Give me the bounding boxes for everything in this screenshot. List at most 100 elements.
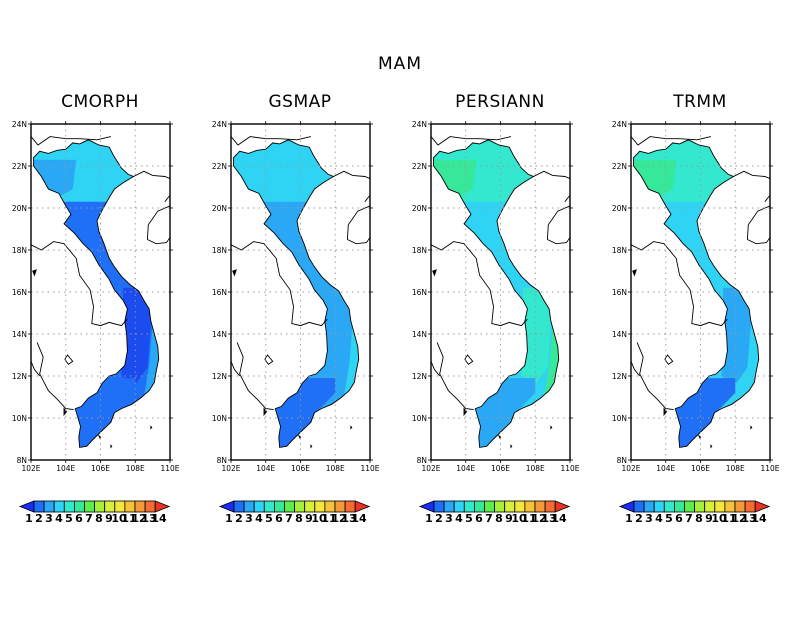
colorbar-label: 2 [35, 512, 43, 525]
colorbar-label: 6 [675, 512, 683, 525]
land-outlines [430, 136, 571, 449]
lat-tick-label: 16N [412, 288, 427, 297]
lat-tick-label: 12N [612, 372, 627, 381]
lat-tick-label: 18N [212, 246, 227, 255]
lake-outline [64, 354, 74, 366]
border-line [36, 342, 74, 411]
colorbar-label: 8 [695, 512, 703, 525]
colorbar-label: 5 [265, 512, 273, 525]
border-line [347, 237, 371, 245]
colorbar-label: 11 [121, 512, 136, 525]
lon-tick-label: 110E [160, 464, 179, 473]
lat-tick-label: 12N [12, 372, 27, 381]
border-line [30, 136, 112, 146]
colorbar-label: 11 [321, 512, 336, 525]
colorbar-label: 4 [455, 512, 463, 525]
vietnam-outline [433, 139, 560, 448]
colorbar-label: 4 [655, 512, 663, 525]
lake-outline [264, 354, 274, 366]
grid-lines [631, 124, 770, 460]
lat-tick-label: 22N [212, 162, 227, 171]
land-outlines [30, 136, 171, 449]
border-line [430, 136, 512, 146]
lat-tick-label: 14N [12, 330, 27, 339]
colorbar-swatch [284, 500, 296, 513]
colorbar-label: 3 [445, 512, 453, 525]
colorbar-label: 8 [495, 512, 503, 525]
lon-tick-label: 106E [691, 464, 710, 473]
colorbar-label: 7 [685, 512, 693, 525]
lat-tick-label: 10N [612, 414, 627, 423]
colorbar-label: 14 [151, 512, 167, 525]
border-line [430, 361, 441, 377]
colorbar-swatch [534, 500, 546, 513]
lat-tick-label: 16N [612, 288, 627, 297]
colorbar-label: 3 [45, 512, 53, 525]
colorbar-label: 10 [311, 512, 327, 525]
colorbar-swatch [243, 500, 255, 513]
colorbar-label: 12 [531, 512, 546, 525]
lat-tick-label: 14N [412, 330, 427, 339]
map-panel-gsmap: GSMAP 24N 22N 20N 18N 16N 14N 12N 10N 8N 102E 104E… [200, 92, 400, 532]
colorbar-label: 8 [95, 512, 103, 525]
lon-tick-label: 104E [656, 464, 675, 473]
map-panel-persiann: PERSIANN 24N 22N 20N 18N 16N 14N 12N 10N 8N 102E 1… [400, 92, 600, 532]
colorbar-label: 7 [285, 512, 293, 525]
lat-tick-label: 22N [412, 162, 427, 171]
colorbar-swatch [504, 500, 516, 513]
vietnam-outline [633, 139, 760, 448]
border-line [764, 195, 771, 202]
island [32, 269, 37, 277]
border-line [630, 241, 728, 327]
colorbar-swatch [124, 500, 136, 513]
lat-tick-label: 8N [17, 456, 27, 465]
lon-tick-label: 104E [256, 464, 275, 473]
border-line [430, 241, 528, 327]
lat-tick-label: 10N [12, 414, 27, 423]
border-line [733, 170, 771, 180]
lon-tick-label: 110E [360, 464, 379, 473]
lat-tick-label: 14N [212, 330, 227, 339]
lat-tick-label: 8N [417, 456, 427, 465]
lat-tick-label: 18N [612, 246, 627, 255]
colorbar-swatch [744, 500, 756, 513]
colorbar-swatch [474, 500, 485, 513]
colorbar-swatch [724, 500, 736, 513]
colorbar-swatch [643, 500, 655, 513]
colorbar-left-arrow [618, 500, 635, 513]
lon-tick-label: 102E [221, 464, 240, 473]
colorbar-swatch [53, 500, 65, 513]
lat-tick-label: 16N [12, 288, 27, 297]
lat-tick-label: 20N [412, 204, 427, 213]
colorbar-label: 8 [295, 512, 303, 525]
island [463, 407, 468, 417]
colorbar-label: 10 [111, 512, 127, 525]
lon-tick-label: 106E [491, 464, 510, 473]
colorbar-left-arrow [218, 500, 235, 513]
lat-tick-label: 18N [412, 246, 427, 255]
colorbar-swatch [314, 500, 326, 513]
border-line [147, 237, 171, 245]
colorbar-swatch [663, 500, 675, 513]
colorbar-right-arrow [554, 500, 571, 513]
colorbar-swatch [734, 500, 746, 513]
island [232, 269, 237, 277]
border-line [747, 237, 771, 245]
lon-tick-label: 102E [621, 464, 640, 473]
lon-tick-label: 104E [56, 464, 75, 473]
colorbar-swatch [524, 500, 536, 513]
colorbar-label: 9 [505, 512, 513, 525]
island [710, 444, 713, 449]
colorbar-swatch [704, 500, 716, 513]
vietnam-outline [33, 139, 160, 448]
axis-ticks [228, 121, 373, 463]
lat-tick-label: 14N [612, 330, 627, 339]
lon-tick-label: 108E [326, 464, 345, 473]
panel-title: TRMM [673, 92, 727, 112]
colorbar-label: 1 [625, 512, 633, 525]
panel-title: CMORPH [61, 92, 139, 112]
lat-tick-label: 18N [12, 246, 27, 255]
